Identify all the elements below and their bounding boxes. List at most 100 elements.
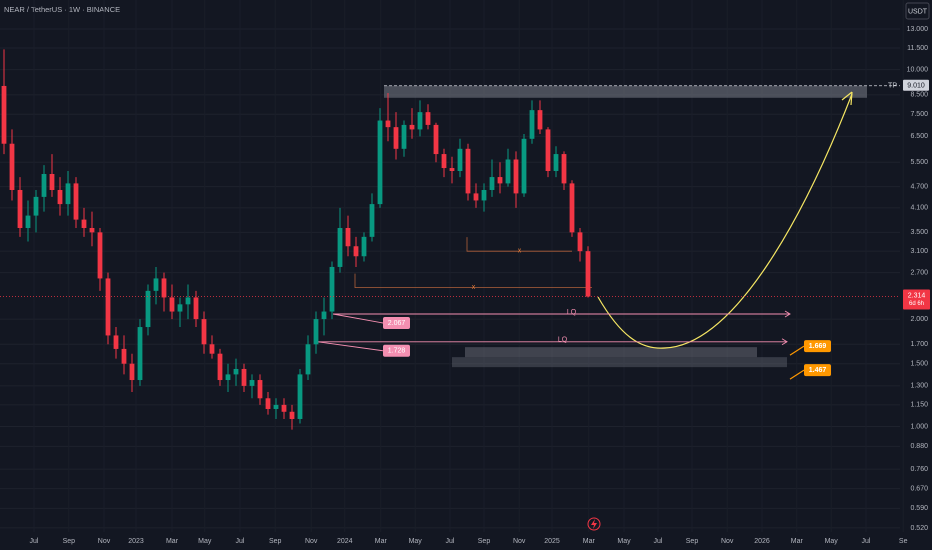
candle-body bbox=[73, 183, 79, 220]
zone-price: 1.467 bbox=[809, 367, 827, 374]
candle-body bbox=[457, 148, 463, 171]
candle-body bbox=[489, 177, 495, 190]
last-price: 2.314 bbox=[908, 292, 926, 299]
candle-body bbox=[121, 348, 127, 364]
y-tick-label: 1.150 bbox=[910, 402, 928, 409]
candle-body bbox=[449, 168, 455, 171]
y-tick-label: 1.700 bbox=[910, 341, 928, 348]
candle-body bbox=[569, 183, 575, 233]
x-tick-label: 2024 bbox=[337, 538, 353, 545]
candle-body bbox=[9, 143, 15, 190]
candle-body bbox=[113, 335, 119, 349]
target-price: 9.010 bbox=[907, 83, 925, 90]
y-tick-label: 10.000 bbox=[907, 66, 929, 73]
candle-body bbox=[217, 353, 223, 381]
x-tick-label: Se bbox=[899, 538, 908, 545]
liquidity-price: 2.067 bbox=[388, 320, 406, 327]
x-tick-label: Jul bbox=[654, 538, 663, 545]
liquidity-link bbox=[332, 313, 384, 324]
y-tick-label: 0.670 bbox=[910, 485, 928, 492]
range-bracket bbox=[466, 237, 572, 252]
target-zone bbox=[384, 85, 867, 98]
candle-body bbox=[473, 193, 479, 201]
candle-body bbox=[57, 189, 63, 205]
candle-body bbox=[401, 124, 407, 149]
candle-body bbox=[537, 110, 543, 130]
x-tick-label: May bbox=[198, 538, 212, 545]
candle-body bbox=[265, 398, 271, 409]
liquidity-arrow bbox=[784, 310, 791, 318]
target-name: TP bbox=[888, 83, 897, 90]
range-mark: x bbox=[518, 248, 522, 255]
currency-box[interactable] bbox=[905, 2, 930, 20]
liquidity-price-box bbox=[383, 316, 410, 329]
x-tick-label: Mar bbox=[375, 538, 388, 545]
candle-body bbox=[161, 278, 167, 298]
candle-body bbox=[417, 112, 423, 130]
candle-body bbox=[81, 219, 87, 228]
candle-body bbox=[313, 319, 319, 345]
candle-body bbox=[33, 196, 39, 216]
candle-body bbox=[433, 124, 439, 155]
liquidity-price: 1.728 bbox=[388, 348, 406, 355]
range-bracket bbox=[354, 273, 592, 289]
candle-body bbox=[129, 363, 135, 381]
candle-body bbox=[377, 120, 383, 205]
y-tick-label: 1.500 bbox=[910, 361, 928, 368]
candle-body bbox=[353, 246, 359, 257]
candle-body bbox=[233, 368, 239, 375]
y-tick-label: 4.700 bbox=[910, 184, 928, 191]
y-tick-label: 4.100 bbox=[910, 205, 928, 212]
candle-body bbox=[361, 236, 367, 257]
zone-connector bbox=[789, 369, 805, 380]
candle-body bbox=[273, 404, 279, 409]
y-tick-label: 0.760 bbox=[910, 466, 928, 473]
zone-connector bbox=[789, 345, 805, 356]
candle-body bbox=[241, 368, 247, 386]
candle-body bbox=[345, 227, 351, 247]
currency[interactable]: USDT bbox=[908, 8, 928, 15]
y-tick-label: 1.000 bbox=[910, 423, 928, 430]
support-zone bbox=[452, 357, 787, 368]
target-price-box bbox=[903, 79, 929, 91]
candle-body bbox=[225, 374, 231, 381]
candle-body bbox=[329, 266, 335, 312]
x-tick-label: May bbox=[825, 538, 839, 545]
candle-body bbox=[201, 319, 207, 345]
x-tick-label: May bbox=[617, 538, 631, 545]
candle-body bbox=[193, 297, 199, 320]
candle-body bbox=[89, 227, 95, 233]
x-tick-label: Mar bbox=[166, 538, 179, 545]
x-tick-label: Jul bbox=[862, 538, 871, 545]
candle-body bbox=[97, 232, 103, 279]
x-tick-label: Jul bbox=[30, 538, 39, 545]
candle-body bbox=[385, 120, 391, 128]
y-tick-label: 8.500 bbox=[910, 92, 928, 99]
x-tick-label: Jul bbox=[236, 538, 245, 545]
y-tick-label: 1.300 bbox=[910, 383, 928, 390]
y-tick-label: 7.500 bbox=[910, 111, 928, 118]
candle-body bbox=[441, 154, 447, 169]
last-price-box bbox=[903, 289, 930, 310]
x-tick-label: Sep bbox=[686, 538, 699, 545]
candle-body bbox=[561, 154, 567, 184]
x-tick-label: Mar bbox=[583, 538, 596, 545]
zone-price-box bbox=[804, 340, 831, 353]
y-tick-label: 0.880 bbox=[910, 443, 928, 450]
liquidity-name: LQ bbox=[558, 337, 568, 344]
candle-body bbox=[1, 85, 7, 144]
candle-body bbox=[497, 177, 503, 184]
candle-body bbox=[249, 380, 255, 386]
candle-body bbox=[41, 174, 47, 197]
candle-body bbox=[185, 297, 191, 305]
candle-body bbox=[305, 344, 311, 375]
x-tick-label: Sep bbox=[478, 538, 491, 545]
candle-body bbox=[577, 232, 583, 252]
candle-body bbox=[137, 327, 143, 381]
x-tick-label: Nov bbox=[513, 538, 526, 545]
chart-title: NEAR / TetherUS · 1W · BINANCE bbox=[4, 5, 120, 14]
y-tick-label: 0.520 bbox=[910, 525, 928, 532]
